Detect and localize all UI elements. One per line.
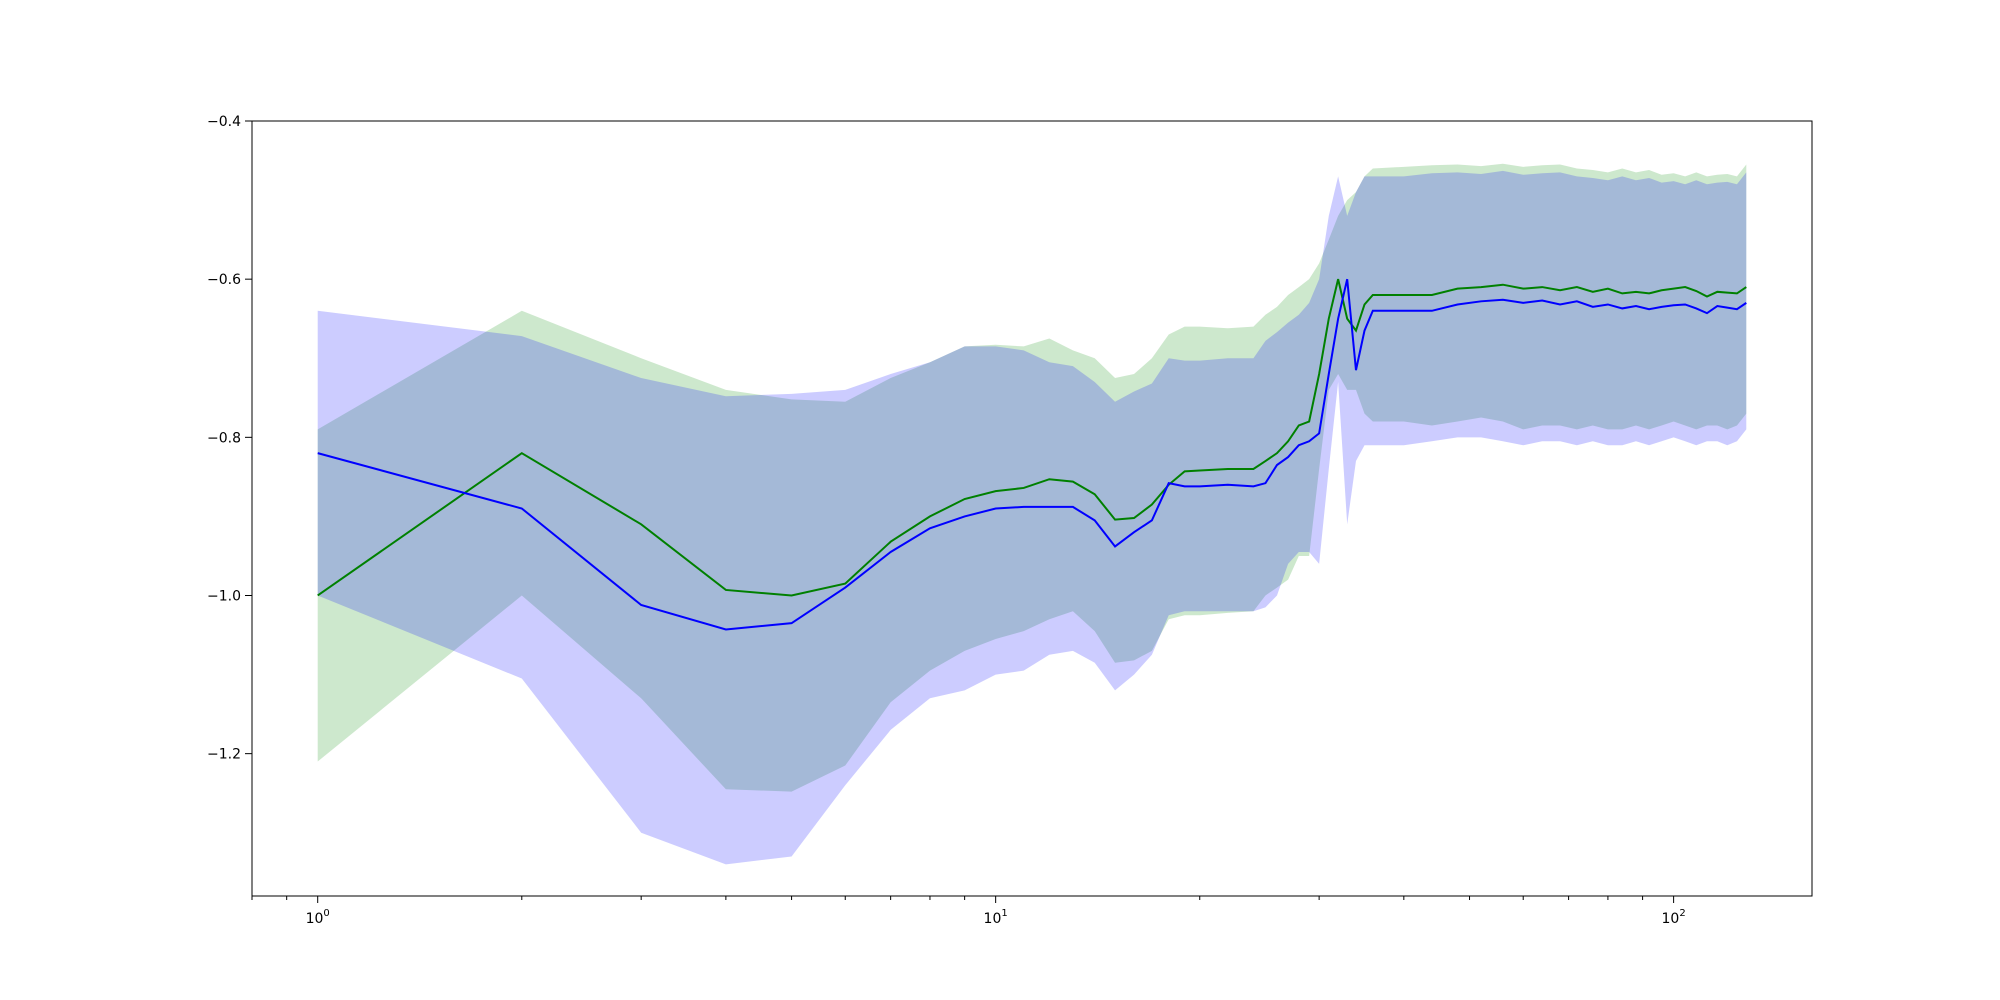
series-2-line: [317, 278, 1747, 631]
y-tick-label: −1.0: [207, 588, 241, 604]
series-1-line: [317, 278, 1747, 597]
confidence-bands: [317, 163, 1747, 865]
plot-area-frame: [251, 120, 1813, 897]
y-axis: −1.2 −1.0 −0.8 −0.6 −0.4: [207, 114, 252, 763]
y-tick-label: −1.2: [207, 747, 241, 763]
y-tick-label: −0.8: [207, 430, 241, 446]
x-tick-label: 102: [1662, 908, 1686, 927]
y-tick-label: −0.4: [207, 114, 241, 130]
x-tick-label: 101: [984, 908, 1008, 927]
x-tick-label: 100: [306, 908, 330, 927]
y-tick-label: −0.6: [207, 272, 241, 288]
series-lines: [317, 278, 1747, 631]
x-axis: 100 101 102: [251, 896, 1686, 927]
series-1-band: [317, 163, 1747, 792]
series-2-band: [317, 170, 1747, 865]
